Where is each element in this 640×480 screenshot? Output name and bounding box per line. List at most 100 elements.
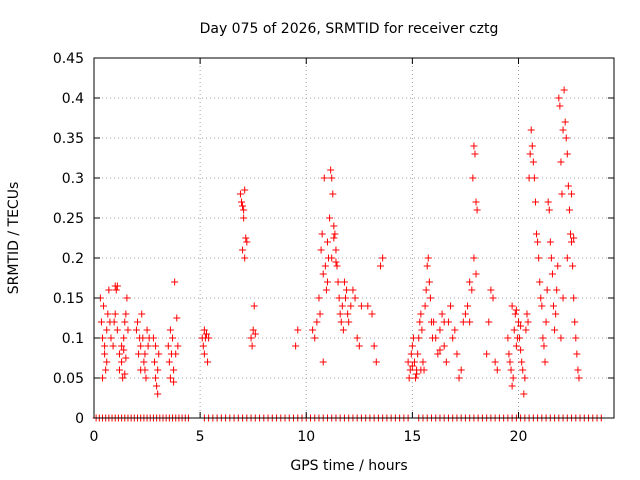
data-point	[417, 310, 425, 318]
data-point	[170, 366, 178, 374]
data-point	[529, 158, 537, 166]
data-point	[562, 134, 570, 142]
data-point	[250, 302, 258, 310]
data-point	[169, 334, 177, 342]
data-point	[553, 286, 561, 294]
data-point	[104, 310, 112, 318]
data-point	[152, 342, 160, 350]
data-point	[154, 366, 162, 374]
data-point	[103, 326, 111, 334]
axis-ticks: 0 0.05 0.1 0.15 0.2 0.25 0.3 0.35 0.4 0.45 0 5 10 15 2…	[53, 51, 614, 445]
data-point	[418, 326, 426, 334]
data-point	[200, 350, 208, 358]
data-point	[322, 286, 330, 294]
data-point	[115, 366, 123, 374]
data-point	[137, 366, 145, 374]
data-point	[537, 294, 545, 302]
data-point	[132, 326, 140, 334]
data-point	[533, 230, 541, 238]
x-tick-label: 5	[196, 429, 205, 445]
data-point	[377, 262, 385, 270]
data-point	[408, 342, 416, 350]
data-point	[342, 294, 350, 302]
data-point	[568, 190, 576, 198]
data-point	[334, 278, 342, 286]
data-point	[98, 374, 106, 382]
data-point	[370, 342, 378, 350]
data-point	[518, 358, 526, 366]
data-point	[507, 366, 515, 374]
data-point	[528, 142, 536, 150]
data-point	[558, 190, 566, 198]
data-point	[556, 102, 564, 110]
data-point	[173, 314, 181, 322]
data-point	[120, 334, 128, 342]
data-point	[241, 254, 249, 262]
data-point	[547, 254, 555, 262]
data-point	[118, 358, 126, 366]
x-axis-label: GPS time / hours	[290, 458, 407, 474]
data-point	[113, 326, 121, 334]
data-point	[137, 342, 145, 350]
data-point	[413, 370, 421, 378]
data-point	[353, 334, 361, 342]
data-point	[355, 342, 363, 350]
data-point	[550, 302, 558, 310]
data-point	[447, 302, 455, 310]
data-point	[570, 294, 578, 302]
data-point	[118, 342, 126, 350]
data-point	[534, 238, 542, 246]
data-point	[335, 294, 343, 302]
data-point	[236, 190, 244, 198]
data-point	[109, 342, 117, 350]
data-point	[241, 186, 249, 194]
data-point	[332, 258, 340, 266]
data-point	[472, 270, 480, 278]
data-point	[345, 318, 353, 326]
data-point	[336, 310, 344, 318]
data-point	[338, 302, 346, 310]
data-point	[517, 346, 525, 354]
data-point	[330, 234, 338, 242]
y-axis-label: SRMTID / TECUs	[6, 182, 22, 295]
y-tick-label: 0.45	[53, 51, 84, 67]
data-point	[539, 334, 547, 342]
data-point	[442, 358, 450, 366]
data-point	[555, 94, 563, 102]
data-point	[554, 262, 562, 270]
data-point	[105, 286, 113, 294]
data-point	[473, 206, 481, 214]
data-point	[559, 294, 567, 302]
data-point	[101, 350, 109, 358]
data-point	[321, 262, 329, 270]
data-point	[540, 342, 548, 350]
data-point	[124, 326, 132, 334]
data-point	[407, 350, 415, 358]
data-point	[351, 294, 359, 302]
data-point	[557, 334, 565, 342]
y-tick-label: 0.15	[53, 291, 84, 307]
data-point	[545, 206, 553, 214]
data-point	[472, 198, 480, 206]
data-point	[511, 310, 519, 318]
data-points	[92, 86, 605, 422]
data-point	[544, 198, 552, 206]
data-point	[316, 310, 324, 318]
data-point	[238, 198, 246, 206]
data-point	[552, 310, 560, 318]
data-point	[453, 350, 461, 358]
data-point	[200, 326, 208, 334]
data-point	[320, 174, 328, 182]
data-point	[530, 174, 538, 182]
data-point	[470, 142, 478, 150]
data-point	[141, 350, 149, 358]
data-point	[150, 358, 158, 366]
data-point	[464, 302, 472, 310]
data-point	[357, 302, 365, 310]
data-point	[541, 358, 549, 366]
data-point	[165, 358, 173, 366]
data-point	[315, 294, 323, 302]
data-point	[415, 334, 423, 342]
data-point	[102, 366, 110, 374]
data-point	[122, 354, 130, 362]
